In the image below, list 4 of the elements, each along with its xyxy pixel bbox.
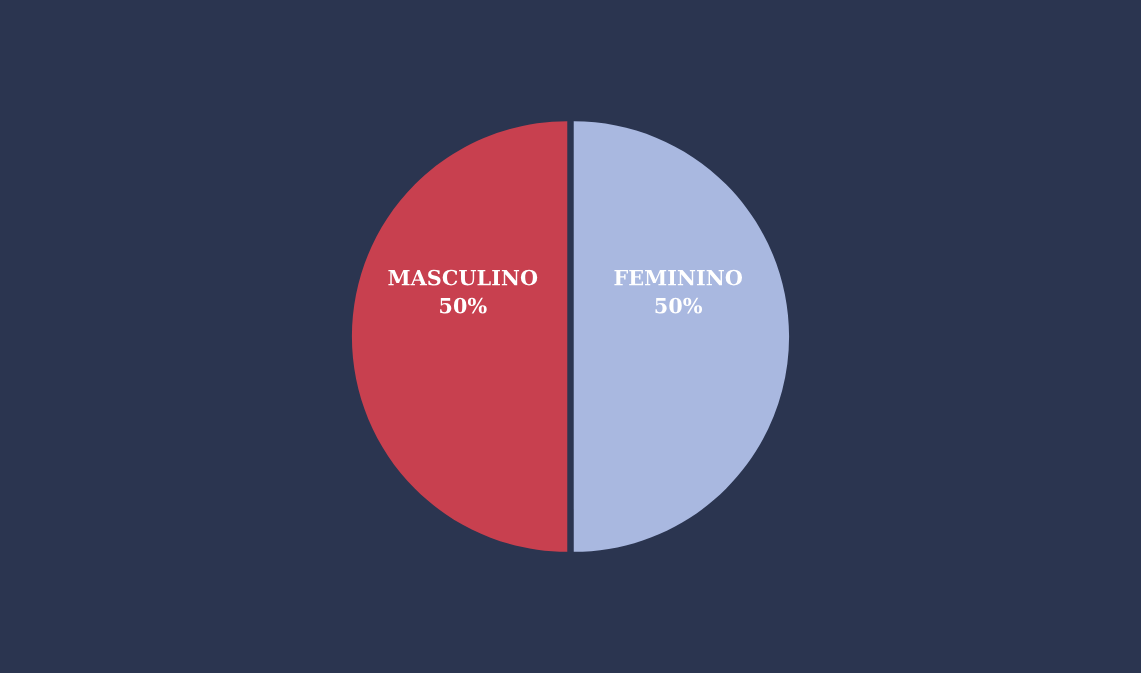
slice-label: FEMININO xyxy=(614,269,743,286)
data-label: 50% xyxy=(655,297,703,314)
data-label: 50% xyxy=(440,297,487,314)
slice-label: MASCULINO xyxy=(388,269,538,286)
